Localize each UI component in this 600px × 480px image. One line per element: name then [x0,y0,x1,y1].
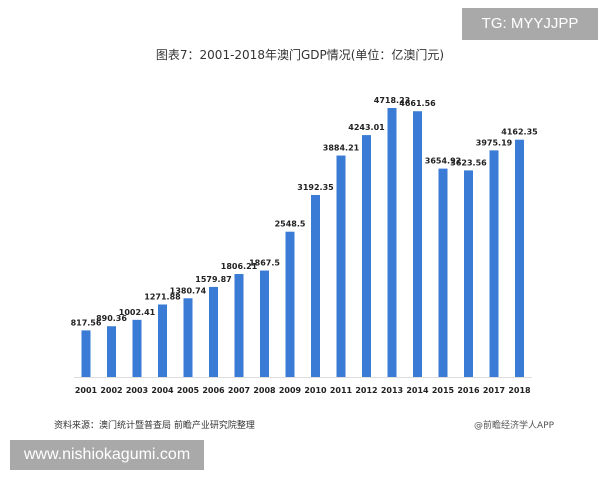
website-watermark: www.nishiokagumi.com [10,440,204,470]
x-tick-label: 2016 [457,386,480,395]
source-note: 资料来源：澳门统计暨普查局 前瞻产业研究院整理 [54,421,255,431]
data-label: 3975.19 [476,138,513,147]
x-tick-label: 2012 [355,386,377,395]
data-label: 1271.88 [144,292,181,301]
data-label: 4718.23 [374,96,410,105]
data-label: 4661.56 [399,99,436,108]
data-label: 1867.5 [249,259,280,268]
data-label: 4162.35 [501,128,538,137]
data-label: 3623.56 [450,158,487,167]
x-tick-label: 2005 [177,386,200,395]
credit-note: @前瞻经济学人APP [473,421,554,431]
data-label: 890.36 [96,314,127,323]
bar-2002 [107,326,116,377]
bar-2014 [413,111,422,377]
data-label: 3654.92 [425,157,461,166]
x-tick-label: 2018 [508,386,531,395]
x-tick-label: 2009 [279,386,302,395]
x-tick-label: 2013 [381,386,403,395]
bar-2010 [311,194,320,377]
bar-2003 [132,319,142,377]
data-label: 817.56 [71,318,102,327]
data-label: 3884.21 [323,144,360,153]
bar-2001 [81,330,91,377]
data-label: 1002.41 [119,308,156,317]
data-label: 1579.87 [195,275,231,284]
bar-2013 [387,108,397,377]
bar-2018 [515,139,524,377]
x-tick-label: 2007 [228,386,250,395]
bar-2017 [489,150,499,377]
x-tick-label: 2011 [330,386,353,395]
bar-2005 [183,298,193,377]
bar-2009 [285,231,295,377]
data-label: 1380.74 [170,286,207,295]
bar-2015 [438,168,448,377]
bar-2004 [158,304,167,377]
x-tick-label: 2008 [253,386,276,395]
x-tick-label: 2004 [151,386,174,395]
x-tick-label: 2001 [75,386,98,395]
x-tick-label: 2014 [406,386,429,395]
data-label: 2548.5 [275,220,306,229]
x-tick-label: 2010 [304,386,327,395]
bar-2008 [260,270,269,377]
bar-2011 [336,155,346,377]
chart-title: 图表7：2001-2018年澳门GDP情况(单位：亿澳门元) [155,48,445,62]
x-tick-label: 2006 [202,386,225,395]
bar-2006 [209,286,218,377]
x-tick-label: 2003 [126,386,148,395]
x-tick-label: 2002 [100,386,122,395]
bar-2007 [234,274,244,377]
data-label: 4243.01 [348,123,385,132]
x-tick-label: 2015 [432,386,455,395]
bar-2016 [464,170,473,377]
x-tick-label: 2017 [483,386,505,395]
tg-watermark: TG: MYYJJPP [462,8,598,40]
data-label: 1806.21 [221,262,258,271]
bar-2012 [362,135,371,377]
data-label: 3192.35 [297,183,334,192]
